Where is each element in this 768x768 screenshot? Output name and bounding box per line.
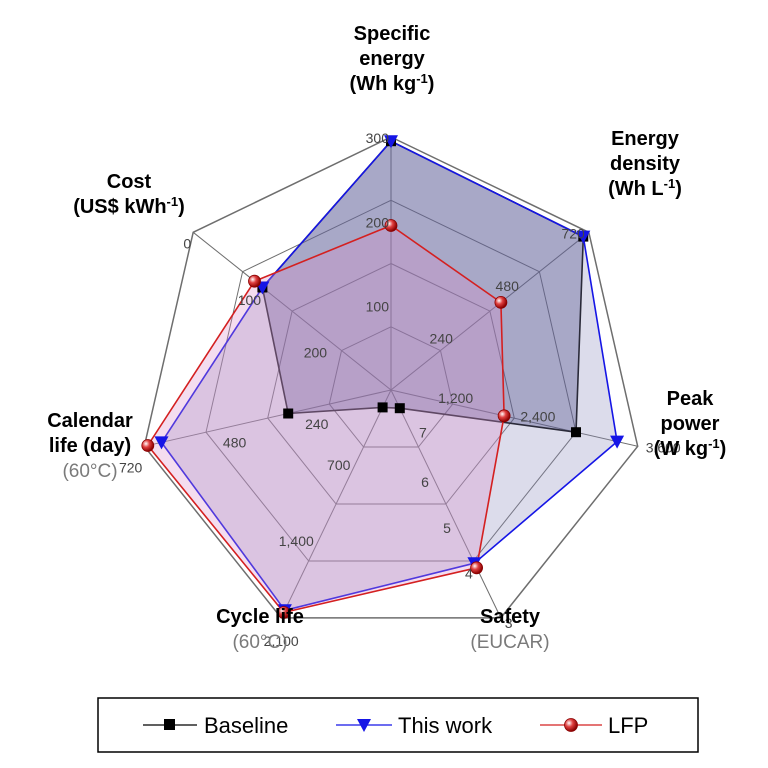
tick-energy-density-1: 240 xyxy=(430,330,454,346)
tick-peak-power-1: 1,200 xyxy=(438,390,473,406)
tick-safety-2: 5 xyxy=(443,520,451,536)
grid-ring-2 xyxy=(267,262,515,505)
axis-title-energy-density-line-2: density xyxy=(610,153,681,175)
series-lfp-point-specific-energy xyxy=(384,219,398,232)
series-lfp-area xyxy=(147,224,505,614)
axis-title-calendar-life-line-1: Calendar xyxy=(47,410,133,432)
series-lfp-point-safety xyxy=(470,561,484,575)
tick-cost-1: 200 xyxy=(304,344,328,360)
tick-specific-energy-1: 100 xyxy=(366,299,390,315)
axis-subtitle-calendar-life: (60°C) xyxy=(62,461,117,482)
axis-title-cycle-life-line-1: Cycle life xyxy=(216,606,304,628)
axis-subtitle-safety: (EUCAR) xyxy=(470,632,549,653)
radar-series xyxy=(141,135,625,619)
grid-ring-4 xyxy=(143,136,639,619)
spoke-peak-power xyxy=(390,389,638,447)
tick-energy-density-2: 480 xyxy=(496,278,520,294)
axis-title-peak-power-line-3: (W kg-1) xyxy=(654,436,727,461)
legend: Baseline This work LFP xyxy=(97,697,699,753)
radar-tick-labels: 100 200 300 240 480 720 1,200 2,400 3,600 6 5 4 3 700… xyxy=(119,130,681,649)
spoke-cost xyxy=(192,231,392,391)
axis-title-energy-density-line-3: (Wh L-1) xyxy=(608,176,682,201)
spoke-safety xyxy=(390,389,502,619)
series-this-work-area xyxy=(160,140,618,612)
tick-safety-center: 7 xyxy=(419,425,427,441)
series-lfp-point-peak-power xyxy=(497,409,511,423)
tick-calendar-life-1: 240 xyxy=(305,416,329,432)
series-this-work-point-specific-energy xyxy=(384,135,398,149)
legend-item-baseline: Baseline xyxy=(143,713,288,738)
legend-baseline-label: Baseline xyxy=(204,713,288,738)
tick-peak-power-2: 2,400 xyxy=(520,409,555,425)
axis-title-specific-energy-line-1: Specific xyxy=(354,23,431,45)
tick-cycle-life-1: 700 xyxy=(327,457,351,473)
grid-ring-1 xyxy=(328,326,454,448)
axis-title-specific-energy-line-3: (Wh kg-1) xyxy=(350,71,435,96)
series-baseline-point-peak-power xyxy=(571,427,581,438)
legend-this-work-label: This work xyxy=(398,713,493,738)
axis-title-peak-power-line-2: power xyxy=(661,413,720,435)
axis-title-cost-line-2: (US$ kWh-1) xyxy=(73,194,185,219)
spoke-cycle-life xyxy=(280,389,392,619)
series-lfp-point-calendar-life xyxy=(141,439,155,452)
radar-axis-titles: Specific energy(Wh kg-1) Energy density(Wh … xyxy=(47,23,726,653)
axis-title-specific-energy-line-2: energy xyxy=(359,48,425,70)
axis-title-safety-line-1: Safety xyxy=(480,606,541,628)
tick-safety-1: 6 xyxy=(421,474,429,490)
legend-lfp-label: LFP xyxy=(608,713,648,738)
legend-baseline-marker xyxy=(164,719,175,730)
series-baseline-point-safety xyxy=(394,403,405,414)
tick-peak-power-3: 3,600 xyxy=(646,439,681,455)
series-this-work-point-peak-power xyxy=(610,435,625,449)
tick-calendar-life-2: 480 xyxy=(223,435,247,451)
tick-calendar-life-3: 720 xyxy=(119,459,143,475)
series-this-work-point-calendar-life xyxy=(154,436,169,450)
legend-this-work-marker xyxy=(357,719,371,732)
grid-ring-3 xyxy=(205,199,577,562)
spoke-calendar-life xyxy=(144,389,392,447)
tick-specific-energy-2: 200 xyxy=(366,214,390,230)
axis-subtitle-cycle-life: (60°C) xyxy=(232,632,287,653)
spoke-energy-density xyxy=(390,231,590,391)
tick-energy-density-3: 720 xyxy=(561,225,585,241)
tick-cost-3: 0 xyxy=(183,235,191,251)
series-this-work-point-energy-density xyxy=(576,230,591,244)
series-lfp-point-cycle-life xyxy=(277,606,291,619)
series-lfp-point-energy-density xyxy=(494,295,508,309)
tick-safety-3: 4 xyxy=(465,565,473,581)
tick-cycle-life-3: 2,100 xyxy=(264,633,299,649)
axis-title-calendar-life-line-2: life (day) xyxy=(49,435,131,457)
tick-safety-4: 3 xyxy=(505,615,513,631)
tick-cycle-life-2: 1,400 xyxy=(279,533,314,549)
tick-cost-2: 100 xyxy=(238,292,262,308)
legend-item-this-work: This work xyxy=(336,713,493,738)
tick-specific-energy-3: 300 xyxy=(366,130,390,146)
radar-grid xyxy=(143,136,639,619)
legend-lfp-marker xyxy=(564,718,578,732)
axis-title-peak-power-line-1: Peak xyxy=(667,388,715,410)
axis-title-energy-density-line-1: Energy xyxy=(611,128,680,150)
series-lfp-point-cost xyxy=(248,274,261,288)
legend-item-lfp: LFP xyxy=(540,713,648,738)
series-baseline-point-calendar-life xyxy=(283,408,294,419)
axis-title-cost-line-1: Cost xyxy=(107,171,152,193)
series-baseline-point-cycle-life xyxy=(377,402,388,413)
